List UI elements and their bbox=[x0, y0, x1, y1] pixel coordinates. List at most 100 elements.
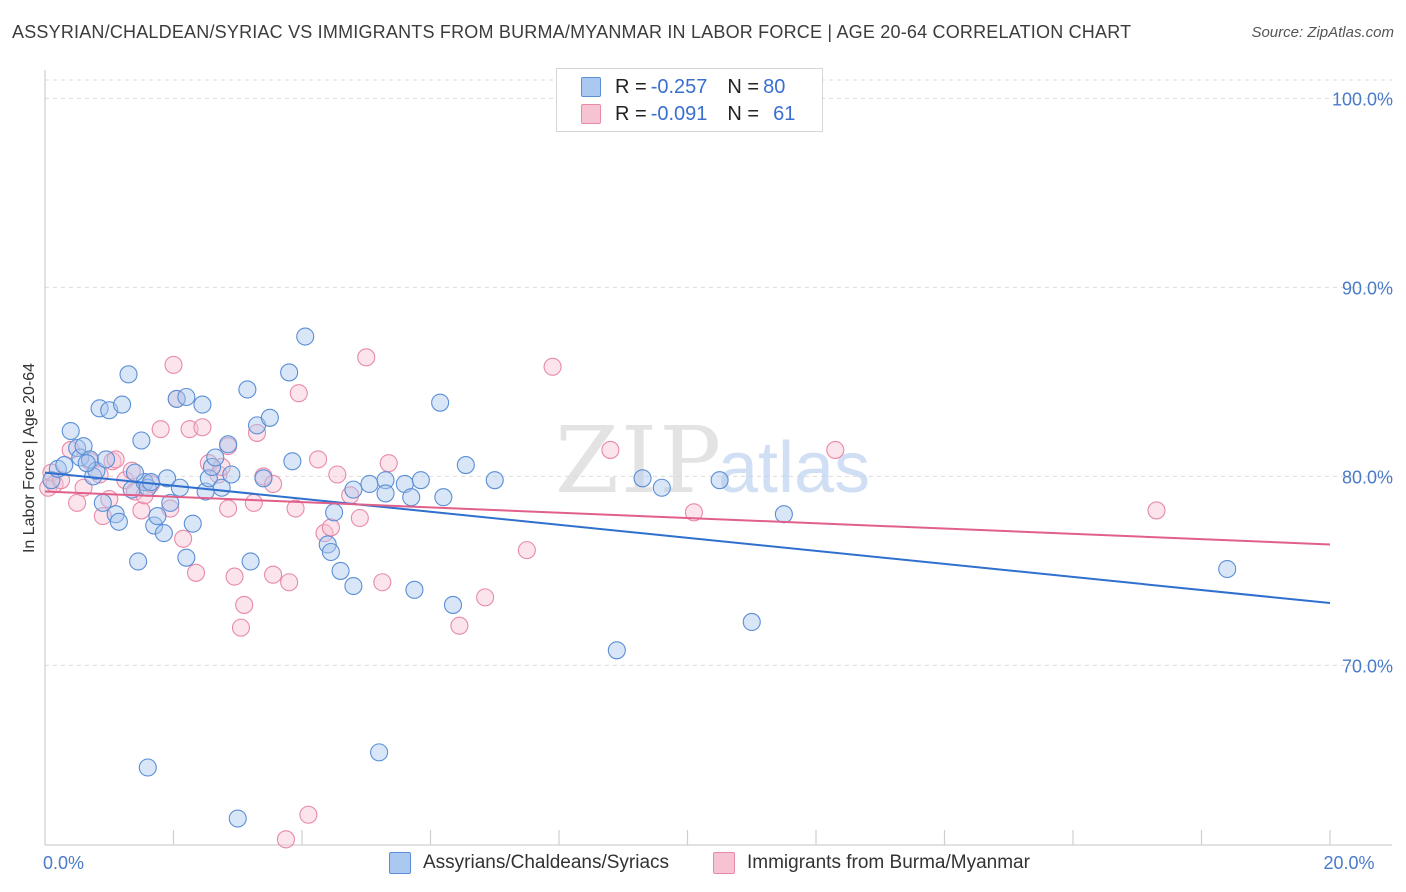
burma-point bbox=[289, 384, 308, 403]
burma-point bbox=[103, 452, 122, 471]
legend-r-value: -0.257 bbox=[650, 75, 708, 98]
burma-point bbox=[373, 573, 392, 592]
assyrian-point bbox=[434, 488, 453, 507]
y-tick-label: 90.0% bbox=[1342, 278, 1393, 298]
burma-point bbox=[280, 573, 299, 592]
assyrian-point bbox=[402, 488, 421, 507]
legend-item-assyrian[interactable]: Assyrians/Chaldeans/Syriacs bbox=[389, 852, 669, 874]
assyrian-point bbox=[325, 503, 344, 522]
burma-point bbox=[68, 493, 87, 512]
burma-point bbox=[543, 357, 562, 376]
assyrian-point bbox=[254, 469, 273, 488]
assyrian-point bbox=[55, 456, 74, 475]
assyrian-point bbox=[96, 450, 116, 469]
legend-label-burma: Immigrants from Burma/Myanmar bbox=[747, 852, 1030, 873]
assyrian-point bbox=[344, 480, 363, 499]
watermark-zip: ZIP bbox=[555, 407, 723, 514]
assyrian-point bbox=[203, 457, 222, 477]
assyrian-point bbox=[742, 612, 761, 632]
assyrian-point bbox=[260, 408, 279, 427]
y-axis-label: In Labor Force | Age 20-64 bbox=[21, 363, 38, 553]
burma-point bbox=[299, 805, 318, 824]
assyrian-point bbox=[633, 469, 652, 488]
assyrian-point bbox=[710, 471, 729, 490]
source-label: Source: ZipAtlas.com bbox=[1251, 24, 1394, 41]
correlation-legend: R = -0.257 N = 80 R = -0.091 N = 61 bbox=[556, 68, 823, 132]
assyrian-point bbox=[360, 474, 379, 494]
assyrian-point bbox=[222, 465, 241, 484]
burma-point bbox=[174, 529, 193, 548]
legend-row-assyrian: R = -0.257 N = 80 bbox=[581, 74, 785, 100]
burma-point bbox=[309, 450, 328, 469]
burma-point bbox=[247, 423, 267, 442]
assyrian-point bbox=[376, 484, 395, 503]
assyrian-point bbox=[370, 743, 389, 762]
assyrian-point bbox=[129, 552, 148, 571]
tick-labels: 100.0% 90.0% 80.0% 70.0% 0.0% 20.0% bbox=[43, 89, 1393, 873]
assyrian-point bbox=[331, 561, 350, 580]
burma-point bbox=[357, 348, 376, 367]
burma-point bbox=[235, 595, 254, 614]
legend-r-label: R = bbox=[615, 75, 647, 98]
legend-swatch-blue bbox=[389, 852, 411, 874]
assyrian-point bbox=[154, 524, 173, 543]
burma-point bbox=[286, 499, 305, 518]
assyrian-point bbox=[652, 478, 671, 497]
burma-trend-line bbox=[44, 490, 1331, 546]
legend-r-value: -0.091 bbox=[650, 102, 708, 125]
legend-swatch-pink bbox=[713, 852, 735, 874]
burma-point bbox=[219, 499, 238, 518]
burma-point bbox=[186, 563, 206, 582]
series-assyrian-points bbox=[42, 327, 1237, 828]
burma-point bbox=[132, 501, 151, 520]
assyrian-point bbox=[485, 471, 504, 490]
assyrian-point bbox=[125, 463, 144, 482]
burma-point bbox=[52, 471, 71, 490]
legend-row-burma: R = -0.091 N = 61 bbox=[581, 101, 795, 127]
x-tick-label: 0.0% bbox=[43, 853, 84, 873]
assyrian-point bbox=[238, 380, 257, 399]
assyrian-point bbox=[1218, 559, 1237, 579]
assyrian-point bbox=[228, 809, 247, 828]
burma-point bbox=[328, 465, 347, 484]
assyrian-point bbox=[219, 435, 238, 454]
assyrian-point bbox=[411, 471, 430, 490]
assyrian-point bbox=[376, 471, 395, 490]
y-tick-label: 100.0% bbox=[1332, 89, 1393, 109]
burma-point bbox=[350, 508, 369, 528]
assyrian-point bbox=[344, 576, 363, 596]
assyrian-point bbox=[177, 387, 196, 407]
assyrian-point bbox=[206, 448, 225, 467]
assyrian-point bbox=[607, 641, 626, 660]
assyrian-point bbox=[199, 469, 218, 488]
burma-point bbox=[122, 461, 141, 480]
burma-point bbox=[225, 567, 244, 586]
burma-point bbox=[193, 418, 212, 437]
legend-swatch-blue bbox=[581, 77, 601, 97]
trend-lines bbox=[44, 471, 1331, 605]
watermark-atlas: atlas bbox=[718, 428, 870, 508]
y-tick-label: 70.0% bbox=[1342, 656, 1393, 676]
legend-r-label: R = bbox=[615, 102, 647, 125]
legend-item-burma[interactable]: Immigrants from Burma/Myanmar bbox=[713, 852, 1030, 874]
assyrian-point bbox=[321, 542, 340, 562]
legend-n-value: 80 bbox=[763, 75, 786, 98]
burma-point bbox=[1147, 501, 1166, 520]
assyrian-point bbox=[138, 758, 157, 777]
assyrian-point bbox=[456, 456, 475, 475]
assyrian-point bbox=[241, 552, 260, 571]
assyrian-point bbox=[177, 548, 196, 567]
burma-point bbox=[517, 541, 536, 560]
assyrian-trend-line bbox=[44, 471, 1331, 605]
assyrian-point bbox=[161, 493, 180, 512]
burma-point bbox=[151, 420, 170, 439]
assyrian-point bbox=[42, 471, 61, 490]
burma-point bbox=[264, 565, 283, 584]
burma-point bbox=[231, 618, 251, 637]
burma-point bbox=[164, 355, 183, 374]
y-tick-label: 80.0% bbox=[1342, 467, 1393, 487]
watermark: ZIP atlas bbox=[555, 407, 870, 514]
grid-layer bbox=[45, 79, 1392, 666]
assyrian-point bbox=[113, 395, 132, 414]
assyrian-point bbox=[68, 438, 87, 458]
